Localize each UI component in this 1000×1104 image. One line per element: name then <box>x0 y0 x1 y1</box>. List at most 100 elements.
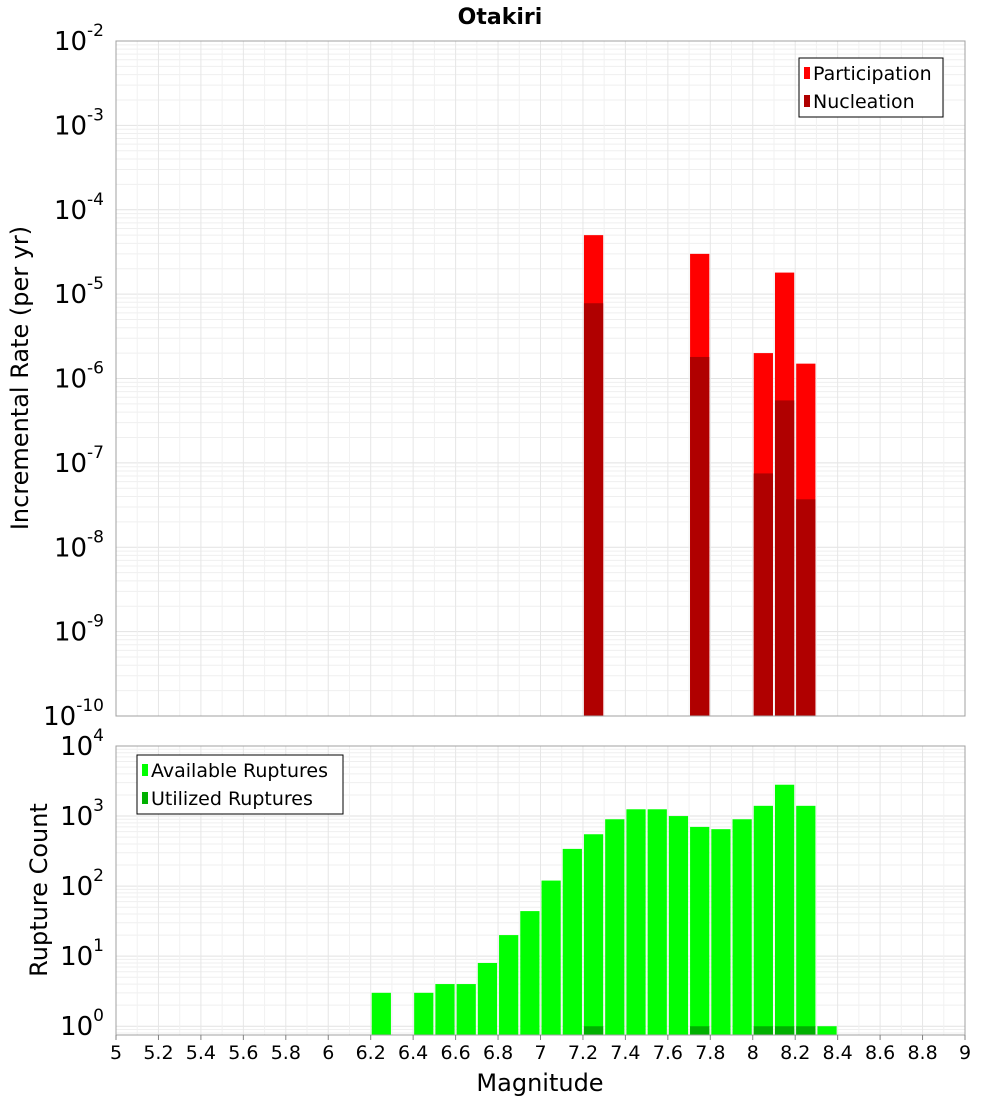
bar <box>796 499 816 716</box>
y-tick-label: 10-3 <box>54 105 104 141</box>
grid-lines <box>115 40 966 717</box>
x-tick-label: 6.8 <box>483 1042 513 1064</box>
y-tick-label: 104 <box>60 726 104 762</box>
bar <box>562 848 582 1035</box>
x-tick-label: 5.8 <box>271 1042 301 1064</box>
y-tick-label: 10-9 <box>54 612 104 648</box>
y-tick-exponent: 3 <box>93 796 104 816</box>
bar <box>690 356 710 716</box>
y-tick-label: 101 <box>60 936 104 972</box>
x-tick-label: 5.4 <box>186 1042 216 1064</box>
bar <box>774 784 795 1035</box>
x-tick-label: 6.4 <box>398 1042 428 1064</box>
bar <box>456 984 476 1035</box>
bar <box>583 1026 604 1035</box>
legend-label: Nucleation <box>813 91 915 113</box>
y-tick-label: 10-7 <box>54 443 104 479</box>
y-axis-label: Rupture Count <box>25 803 53 977</box>
x-tick-label: 6 <box>322 1042 334 1064</box>
y-tick-label: 103 <box>60 796 104 832</box>
y-tick-exponent: -2 <box>87 21 104 41</box>
x-tick-labels: 5 5.2 5.4 5.6 5.8 6 6.2 6.4 6.6 6.8 7 7.2 7.4 7.6 7.8 8… <box>110 1035 971 1064</box>
legend-box <box>136 754 344 815</box>
bar <box>796 1026 816 1035</box>
y-tick-exponent: -6 <box>87 359 104 379</box>
y-tick-label: 10-10 <box>43 696 104 732</box>
bar <box>477 962 498 1035</box>
bar <box>690 1026 710 1035</box>
x-tick-label: 8.6 <box>865 1042 895 1064</box>
y-tick-label: 10-6 <box>54 359 104 395</box>
legend-box <box>798 57 944 118</box>
y-tick-label: 10-2 <box>54 21 104 57</box>
bar <box>414 992 434 1035</box>
y-tick-label: 10-4 <box>54 190 104 226</box>
series-1 <box>583 303 816 716</box>
x-tick-label: 8.8 <box>907 1042 937 1064</box>
x-tick-label: 8 <box>747 1042 759 1064</box>
bar <box>753 1026 773 1035</box>
plot-frame <box>115 40 966 717</box>
y-tick-exponent: -3 <box>87 105 104 125</box>
x-tick-label: 6.6 <box>440 1042 470 1064</box>
bar <box>435 984 455 1035</box>
bar <box>753 805 773 1035</box>
y-tick-label: 10-5 <box>54 274 104 310</box>
x-tick-label: 8.2 <box>780 1042 810 1064</box>
legend: Available Ruptures Utilized Ruptures <box>136 754 344 815</box>
legend-swatch <box>804 67 810 79</box>
y-tick-exponent: -5 <box>87 274 104 294</box>
legend-label: Utilized Ruptures <box>151 788 313 810</box>
y-tick-exponent: -8 <box>87 527 104 547</box>
y-tick-label: 100 <box>60 1006 104 1042</box>
bar <box>690 826 710 1035</box>
legend: Participation Nucleation <box>798 57 944 118</box>
bar <box>711 829 731 1035</box>
bar <box>583 834 604 1035</box>
x-tick-label: 7 <box>534 1042 546 1064</box>
bar <box>583 303 604 716</box>
chart-title: Otakiri <box>458 5 543 30</box>
legend-label: Participation <box>813 63 932 85</box>
bar <box>626 809 646 1035</box>
x-tick-label: 7.4 <box>610 1042 640 1064</box>
bar <box>796 805 816 1035</box>
legend-swatch <box>142 764 148 776</box>
y-tick-exponent: 4 <box>93 726 104 746</box>
bar <box>499 935 519 1035</box>
chart-panel-0: 10-10 10-9 10-8 10-7 10-6 10-5 10-4 10-3 10-2 Inc… <box>6 21 966 732</box>
bar <box>520 911 540 1035</box>
y-tick-labels: 10-10 10-9 10-8 10-7 10-6 10-5 10-4 10-3 10-2 <box>43 21 104 732</box>
x-tick-label: 9 <box>959 1042 971 1064</box>
x-tick-label: 5.2 <box>143 1042 173 1064</box>
y-tick-exponent: -10 <box>76 696 104 716</box>
x-tick-label: 5.6 <box>228 1042 258 1064</box>
x-tick-label: 7.8 <box>695 1042 725 1064</box>
y-tick-label: 102 <box>60 866 104 902</box>
y-tick-exponent: 2 <box>93 866 104 886</box>
x-tick-label: 7.2 <box>568 1042 598 1064</box>
series-1 <box>583 1026 816 1035</box>
legend-label: Available Ruptures <box>151 760 328 782</box>
y-tick-exponent: 1 <box>93 936 104 956</box>
bar <box>753 473 773 716</box>
bar <box>541 880 561 1035</box>
y-tick-exponent: -4 <box>87 190 104 210</box>
bar <box>371 992 391 1035</box>
bar <box>647 809 667 1035</box>
series-0 <box>371 784 837 1035</box>
bar <box>605 819 625 1035</box>
bar <box>774 1026 795 1035</box>
x-tick-label: 5 <box>110 1042 122 1064</box>
y-tick-exponent: -7 <box>87 443 104 463</box>
y-tick-exponent: 0 <box>93 1006 104 1026</box>
bar <box>732 819 752 1035</box>
x-tick-label: 7.6 <box>653 1042 683 1064</box>
legend-swatch <box>142 792 148 804</box>
y-tick-label: 10-8 <box>54 527 104 563</box>
legend-swatch <box>804 95 810 107</box>
